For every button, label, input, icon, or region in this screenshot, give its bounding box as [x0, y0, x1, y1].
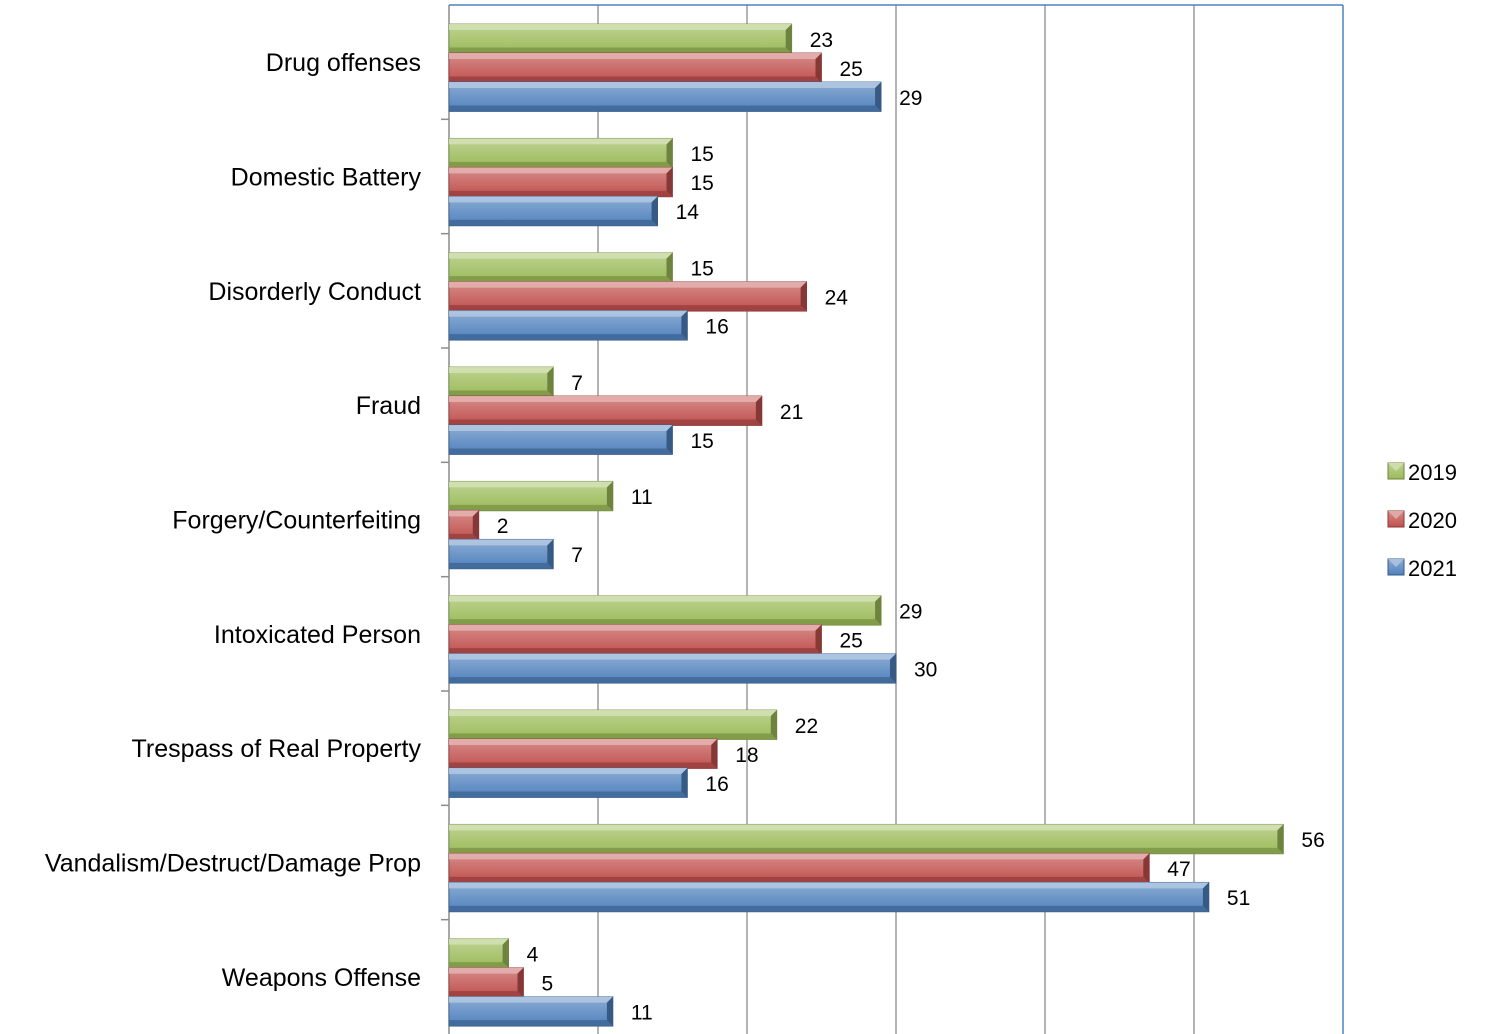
data-label: 16: [705, 773, 728, 796]
category-labels: Drug offenses Domestic Battery Disorderly …: [45, 49, 422, 992]
bar-2021: [448, 767, 688, 798]
data-label: 2: [497, 515, 509, 538]
data-label: 47: [1167, 858, 1190, 881]
data-label: 29: [899, 600, 922, 623]
bar-2020: [448, 738, 718, 769]
category-label: Forgery/Counterfeiting: [172, 507, 421, 535]
bar-2019: [448, 709, 778, 740]
data-label: 24: [825, 286, 849, 309]
bar-2019: [448, 595, 882, 626]
data-label: 5: [542, 972, 554, 995]
data-label: 23: [810, 29, 833, 52]
bar-2020: [448, 52, 822, 83]
bar-2021: [448, 653, 897, 684]
category-label: Intoxicated Person: [214, 621, 421, 649]
data-label: 15: [691, 143, 714, 166]
category-label: Weapons Offense: [222, 964, 421, 992]
bar-2021: [448, 424, 673, 455]
bar-2021: [448, 996, 614, 1027]
data-label: 7: [571, 544, 583, 567]
legend-item-2019: 2019: [1387, 460, 1457, 485]
legend: 2019 2020 2021: [1387, 460, 1457, 581]
data-label: 22: [795, 715, 818, 738]
data-label: 18: [735, 744, 758, 767]
bar-2019: [448, 938, 509, 969]
bar-2020: [448, 281, 808, 312]
data-labels: 23 25 29 15 15 14 15 24 16 7 21 15 11 2 7 29 25 30 22 18 16 5…: [497, 29, 1325, 1025]
data-label: 21: [780, 401, 803, 424]
data-label: 25: [840, 58, 863, 81]
data-label: 4: [527, 943, 539, 966]
data-label: 15: [691, 257, 714, 280]
data-label: 29: [899, 87, 922, 110]
legend-label: 2019: [1408, 460, 1457, 485]
bar-2020: [448, 967, 524, 998]
data-label: 15: [691, 430, 714, 453]
category-label: Trespass of Real Property: [132, 735, 422, 763]
category-label: Domestic Battery: [231, 164, 422, 192]
data-label: 14: [676, 201, 700, 224]
data-label: 11: [631, 486, 653, 509]
data-label: 25: [840, 629, 863, 652]
bar-2019: [448, 480, 614, 512]
bar-2020: [448, 395, 763, 426]
bar-2020: [448, 166, 673, 198]
category-label: Vandalism/Destruct/Damage Prop: [45, 850, 421, 878]
bar-2020: [448, 624, 822, 655]
data-label: 51: [1227, 887, 1250, 910]
bar-2019: [448, 137, 673, 169]
data-label: 7: [571, 372, 583, 395]
bar-2021: [448, 881, 1210, 913]
data-label: 11: [631, 1001, 653, 1024]
bar-2020: [448, 852, 1150, 884]
data-label: 30: [914, 658, 937, 681]
bar-2019: [448, 252, 673, 283]
category-label: Fraud: [356, 392, 421, 420]
data-label: 16: [705, 315, 728, 338]
bar-2020: [448, 509, 480, 541]
bar-2019: [448, 823, 1284, 855]
legend-item-2021: 2021: [1387, 556, 1457, 581]
legend-label: 2021: [1408, 556, 1457, 581]
category-label: Disorderly Conduct: [208, 278, 421, 306]
bar-2021: [448, 538, 554, 570]
category-label: Drug offenses: [266, 49, 421, 77]
legend-label: 2020: [1408, 508, 1457, 533]
bars: [448, 23, 1284, 1027]
bar-2019: [448, 366, 554, 397]
bar-2021: [448, 310, 688, 341]
bar-2021: [448, 81, 882, 112]
bar-2019: [448, 23, 793, 54]
legend-item-2020: 2020: [1387, 508, 1457, 533]
data-label: 56: [1301, 829, 1324, 852]
data-label: 15: [691, 172, 714, 195]
bar-2021: [448, 195, 659, 227]
